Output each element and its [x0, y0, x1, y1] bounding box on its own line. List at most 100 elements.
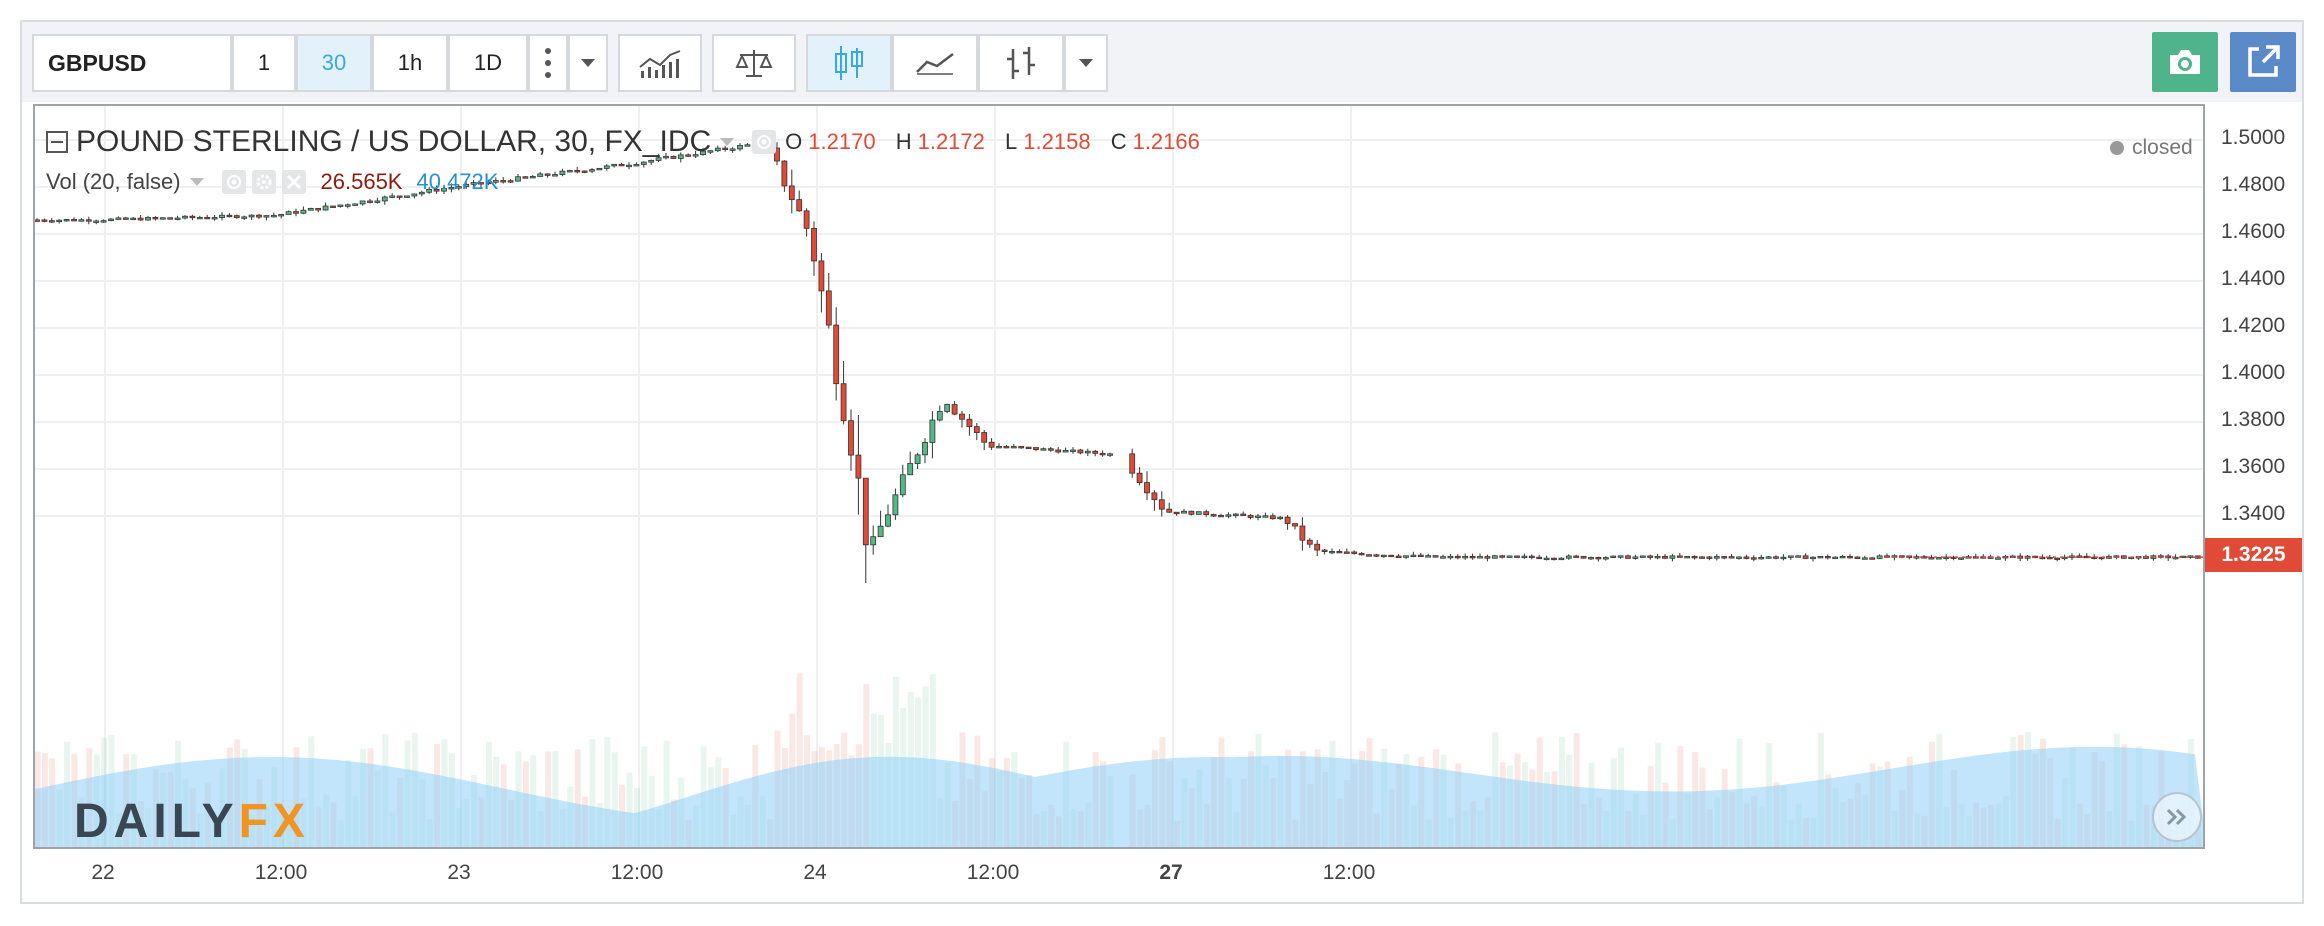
candle-body-234	[1780, 556, 1787, 560]
candle-body-164	[1262, 515, 1269, 518]
candle-body-123	[944, 404, 951, 412]
candle-body-13	[130, 217, 137, 221]
symbol-input[interactable]: GBPUSD	[32, 34, 232, 92]
candle-body-142	[1084, 450, 1091, 454]
candle-body-117	[899, 474, 906, 496]
close-icon[interactable]	[281, 169, 307, 195]
candle-body-169	[1299, 525, 1306, 541]
candle-body-138	[1055, 449, 1062, 453]
candle-body-211	[1610, 555, 1617, 558]
double-chevron-right-icon	[2166, 808, 2187, 826]
snapshot-button[interactable]	[2152, 32, 2218, 92]
candles-icon	[835, 46, 863, 80]
candle-body-177	[1358, 552, 1365, 556]
style-dropdown-button[interactable]	[1064, 34, 1108, 92]
candle-body-44	[359, 200, 366, 205]
candle-body-240	[1824, 556, 1831, 559]
caret-down-icon[interactable]	[719, 137, 735, 147]
volume-bar-103	[796, 673, 803, 847]
close-label: C	[1110, 129, 1127, 154]
candle-body-158	[1218, 514, 1224, 518]
candle-body-93	[722, 147, 729, 151]
plot-area[interactable]	[33, 104, 2205, 849]
candle-body-119	[914, 454, 921, 464]
candle-body-89	[692, 154, 699, 157]
candle-body-228	[1736, 556, 1742, 559]
candle-body-57	[455, 186, 462, 189]
style-bars-button[interactable]	[978, 34, 1064, 92]
ohlc-values: O 1.2170 H 1.2172 L 1.2158 C 1.2166	[785, 129, 1214, 155]
candle-body-114	[877, 525, 884, 538]
candle-body-191	[1462, 556, 1469, 559]
volume-ma-area	[35, 746, 2203, 847]
candle-body-49	[396, 195, 403, 198]
candle-body-24	[211, 217, 218, 220]
market-status-label: closed	[2132, 136, 2193, 159]
logo-main-text: DAILY	[74, 795, 239, 848]
candle-body-190	[1454, 555, 1461, 559]
candle-body-233	[1773, 556, 1779, 559]
time-tick-label: 24	[803, 861, 827, 884]
volume-bar-78	[611, 752, 618, 847]
candle-body-12	[122, 217, 129, 220]
candle-body-155	[1195, 511, 1202, 515]
more-intervals-button[interactable]	[528, 34, 568, 92]
scroll-to-realtime-button[interactable]	[2152, 792, 2202, 842]
candle-body-101	[781, 160, 788, 187]
indicators-icon	[639, 50, 681, 78]
volume-bar-80	[626, 772, 633, 847]
candle-body-60	[478, 182, 484, 185]
volume-bar-70	[552, 751, 559, 847]
interval-dropdown-button[interactable]	[568, 34, 608, 92]
candle-body-59	[470, 182, 477, 185]
eye-icon[interactable]	[751, 129, 777, 155]
candle-body-76	[596, 167, 603, 171]
dailyfx-logo: DAILYFX	[74, 794, 310, 849]
high-label: H	[895, 129, 912, 154]
caret-down-icon[interactable]	[189, 177, 205, 187]
candle-body-75	[589, 169, 595, 172]
candle-body-246	[1869, 557, 1876, 560]
balance-scale-icon	[735, 50, 773, 77]
candle-body-216	[1647, 555, 1654, 558]
candle-body-10	[108, 218, 114, 222]
indicators-button[interactable]	[618, 34, 702, 92]
eye-icon[interactable]	[221, 169, 247, 195]
low-value: 1.2158	[1023, 129, 1091, 154]
style-candles-button[interactable]	[806, 34, 892, 92]
interval-30-button[interactable]: 30	[296, 34, 372, 92]
gear-icon[interactable]	[251, 169, 277, 195]
candle-body-120	[922, 442, 928, 456]
candle-body-154	[1188, 510, 1195, 515]
candle-body-156	[1203, 511, 1210, 515]
interval-1d-button[interactable]: 1D	[448, 34, 528, 92]
candle-body-107	[825, 290, 832, 326]
candle-body-48	[389, 195, 396, 198]
candle-body-287	[2172, 556, 2179, 560]
compare-button[interactable]	[712, 34, 796, 92]
time-axis[interactable]: 22 12:00 23 12:00 24 12:00 27 12:00	[33, 849, 2205, 899]
candle-body-50	[404, 195, 410, 198]
price-axis[interactable]: 1.5000 1.4800 1.4600 1.4400 1.4200 1.4000 1.38…	[2205, 104, 2302, 849]
candle-body-254	[1928, 557, 1935, 560]
candle-body-170	[1306, 539, 1313, 545]
candle-body-72	[566, 170, 573, 173]
candle-body-217	[1654, 555, 1661, 559]
popout-button[interactable]	[2230, 32, 2296, 92]
candle-body-136	[1040, 448, 1047, 451]
chart-widget: GBPUSD 1 30 1h 1D	[20, 20, 2304, 904]
candle-body-167	[1284, 516, 1291, 524]
candle-body-104	[803, 210, 810, 229]
style-line-button[interactable]	[892, 34, 978, 92]
interval-1-button[interactable]: 1	[232, 34, 296, 92]
candle-body-166	[1277, 516, 1284, 520]
interval-1h-button[interactable]: 1h	[372, 34, 448, 92]
vertical-dots-icon	[545, 48, 551, 78]
collapse-icon[interactable]	[46, 131, 68, 153]
volume-legend: Vol (20, false) 26.565K 40.472K	[46, 167, 498, 197]
candle-body-210	[1602, 557, 1609, 560]
candle-body-209	[1595, 557, 1602, 560]
candle-body-105	[811, 227, 817, 262]
candle-body-270	[2046, 556, 2053, 560]
price-tick-label: 1.3400	[2221, 502, 2286, 525]
